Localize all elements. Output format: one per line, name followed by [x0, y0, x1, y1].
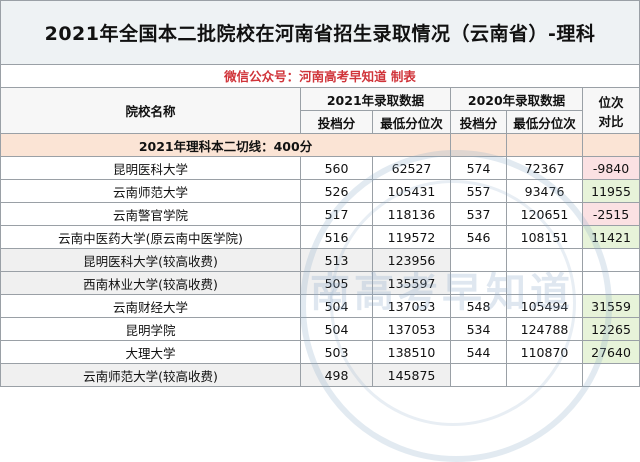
- rank-2020: 105494: [506, 294, 584, 318]
- school-name: 云南师范大学(较高收费): [0, 363, 301, 387]
- rank-diff: [582, 271, 640, 295]
- table-row: 昆明学院 504 137053 534 124788 12265: [0, 317, 640, 341]
- header-school: 院校名称: [0, 87, 301, 134]
- rank-diff: -2515: [582, 202, 640, 226]
- rank-2021: 138510: [371, 340, 452, 364]
- rank-diff: [582, 363, 640, 387]
- rank-2021: 145875: [371, 363, 452, 387]
- rank-diff: 11955: [582, 179, 640, 203]
- rank-2021: 137053: [371, 317, 452, 341]
- header-score-2020: 投档分: [450, 110, 508, 134]
- score-2020: [450, 271, 508, 295]
- rank-2021: 137053: [371, 294, 452, 318]
- rank-2020: 72367: [506, 156, 584, 180]
- rank-diff: 31559: [582, 294, 640, 318]
- rank-2020: 108151: [506, 225, 584, 249]
- score-2020: 548: [450, 294, 508, 318]
- score-2020: [450, 363, 508, 387]
- table-row: 西南林业大学(较高收费) 505 135597: [0, 271, 640, 295]
- rank-2020: 124788: [506, 317, 584, 341]
- score-2020: 574: [450, 156, 508, 180]
- rank-2020: [506, 271, 584, 295]
- score-2020: 534: [450, 317, 508, 341]
- header-score-2021: 投档分: [300, 110, 373, 134]
- school-name: 云南中医药大学(原云南中医学院): [0, 225, 301, 249]
- rank-diff: [582, 248, 640, 272]
- page-title: 2021年全国本二批院校在河南省招生录取情况（云南省）-理科: [0, 0, 640, 65]
- table-row: 云南警官学院 517 118136 537 120651 -2515: [0, 202, 640, 226]
- school-name: 云南财经大学: [0, 294, 301, 318]
- school-name: 云南警官学院: [0, 202, 301, 226]
- table-row: 云南师范大学 526 105431 557 93476 11955: [0, 179, 640, 203]
- score-2020: [450, 248, 508, 272]
- header-2021: 2021年录取数据: [299, 87, 452, 111]
- rank-diff: -9840: [582, 156, 640, 180]
- score-2021: 560: [300, 156, 373, 180]
- table-row: 云南师范大学(较高收费) 498 145875: [0, 363, 640, 387]
- score-2020: 544: [450, 340, 508, 364]
- score-2021: 503: [300, 340, 373, 364]
- table-row: 云南中医药大学(原云南中医学院) 516 119572 546 108151 11421: [0, 225, 640, 249]
- rank-diff: 11421: [582, 225, 640, 249]
- rank-2021: 62527: [371, 156, 452, 180]
- school-name: 西南林业大学(较高收费): [0, 271, 301, 295]
- rank-2021: 105431: [371, 179, 452, 203]
- rank-2020: 93476: [506, 179, 584, 203]
- score-2021: 526: [300, 179, 373, 203]
- admission-table: 院校名称 2021年录取数据 2020年录取数据 位次对比 投档分 最低分位次 …: [0, 87, 640, 387]
- cutoff-line: 2021年理科本二切线：400分: [0, 133, 452, 157]
- school-name: 大理大学: [0, 340, 301, 364]
- score-2020: 546: [450, 225, 508, 249]
- rank-2021: 135597: [371, 271, 452, 295]
- rank-2021: 118136: [371, 202, 452, 226]
- score-2021: 513: [300, 248, 373, 272]
- score-2021: 498: [300, 363, 373, 387]
- score-2020: 557: [450, 179, 508, 203]
- table-row: 云南财经大学 504 137053 548 105494 31559: [0, 294, 640, 318]
- header-rank-diff: 位次对比: [582, 87, 640, 134]
- header-rank-2021: 最低分位次: [371, 110, 452, 134]
- table-row: 大理大学 503 138510 544 110870 27640: [0, 340, 640, 364]
- school-name: 昆明学院: [0, 317, 301, 341]
- score-2020: 537: [450, 202, 508, 226]
- score-2021: 517: [300, 202, 373, 226]
- header-2020: 2020年录取数据: [450, 87, 584, 111]
- table-credit: 微信公众号：河南高考早知道 制表: [0, 64, 640, 88]
- score-2021: 505: [300, 271, 373, 295]
- table-row: 昆明医科大学 560 62527 574 72367 -9840: [0, 156, 640, 180]
- school-name: 云南师范大学: [0, 179, 301, 203]
- rank-2020: [506, 248, 584, 272]
- table-row: 昆明医科大学(较高收费) 513 123956: [0, 248, 640, 272]
- score-2021: 504: [300, 317, 373, 341]
- rank-2021: 119572: [371, 225, 452, 249]
- rank-2020: 110870: [506, 340, 584, 364]
- score-2021: 516: [300, 225, 373, 249]
- rank-2021: 123956: [371, 248, 452, 272]
- rank-diff: 12265: [582, 317, 640, 341]
- rank-2020: 120651: [506, 202, 584, 226]
- rank-2020: [506, 363, 584, 387]
- score-2021: 504: [300, 294, 373, 318]
- school-name: 昆明医科大学(较高收费): [0, 248, 301, 272]
- school-name: 昆明医科大学: [0, 156, 301, 180]
- header-rank-2020: 最低分位次: [506, 110, 584, 134]
- rank-diff: 27640: [582, 340, 640, 364]
